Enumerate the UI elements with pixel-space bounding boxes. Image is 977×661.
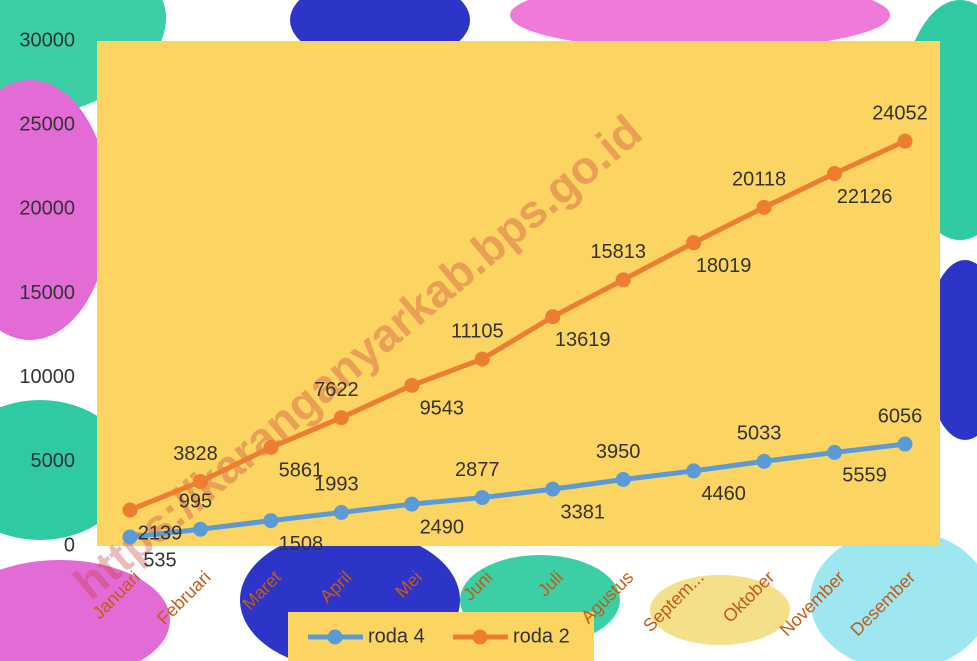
data-label: 3381: [560, 501, 605, 523]
legend-label: roda 4: [368, 625, 425, 647]
y-tick-label: 15000: [19, 282, 75, 304]
data-label: 3950: [596, 441, 641, 463]
legend-marker: [472, 629, 488, 645]
data-point: [827, 444, 843, 460]
data-label: 24052: [872, 102, 928, 124]
legend-label: roda 2: [513, 625, 570, 647]
data-label: 13619: [555, 329, 611, 351]
data-point: [474, 490, 490, 506]
series-line: [129, 138, 907, 513]
data-point: [333, 410, 349, 426]
data-point: [827, 166, 843, 182]
legend-marker: [327, 629, 343, 645]
data-label: 5861: [279, 460, 324, 482]
data-label: 4460: [701, 483, 746, 505]
data-point: [756, 453, 772, 469]
data-point: [545, 481, 561, 497]
data-point: [192, 521, 208, 537]
data-point: [474, 351, 490, 367]
data-label: 535: [143, 549, 176, 571]
data-label: 9543: [420, 398, 465, 420]
data-point: [756, 199, 772, 215]
y-tick-label: 10000: [19, 366, 75, 388]
series-line: [129, 441, 906, 540]
data-label: 6056: [878, 405, 923, 427]
data-point: [333, 504, 349, 520]
data-label: 2877: [455, 459, 500, 481]
data-point: [615, 272, 631, 288]
data-label: 1508: [279, 533, 324, 555]
data-label: 5033: [737, 423, 782, 445]
y-tick-label: 30000: [19, 29, 75, 51]
data-label: 995: [179, 491, 212, 513]
y-tick-label: 25000: [19, 113, 75, 135]
data-label: 11105: [451, 320, 504, 342]
data-label: 22126: [837, 186, 893, 208]
data-point: [404, 496, 420, 512]
data-label: 5559: [842, 465, 887, 487]
data-label: 3828: [173, 443, 218, 465]
y-tick-label: 0: [64, 534, 75, 556]
y-tick-label: 20000: [19, 198, 75, 220]
data-point: [545, 309, 561, 325]
data-label: 2490: [420, 516, 465, 538]
data-point: [686, 463, 702, 479]
data-label: 1993: [314, 474, 359, 496]
data-label: 15813: [590, 241, 646, 263]
data-label: 7622: [314, 379, 359, 401]
data-point: [897, 436, 913, 452]
data-point: [192, 474, 208, 490]
data-point: [686, 235, 702, 251]
data-label: 20118: [732, 169, 786, 191]
y-tick-label: 5000: [31, 450, 76, 472]
data-point: [263, 513, 279, 529]
data-point: [404, 377, 420, 393]
data-label: 18019: [696, 255, 752, 277]
data-point: [122, 529, 138, 545]
data-point: [615, 472, 631, 488]
data-point: [897, 133, 913, 149]
data-point: [263, 439, 279, 455]
data-point: [122, 502, 138, 518]
data-label: 2139: [138, 522, 183, 544]
